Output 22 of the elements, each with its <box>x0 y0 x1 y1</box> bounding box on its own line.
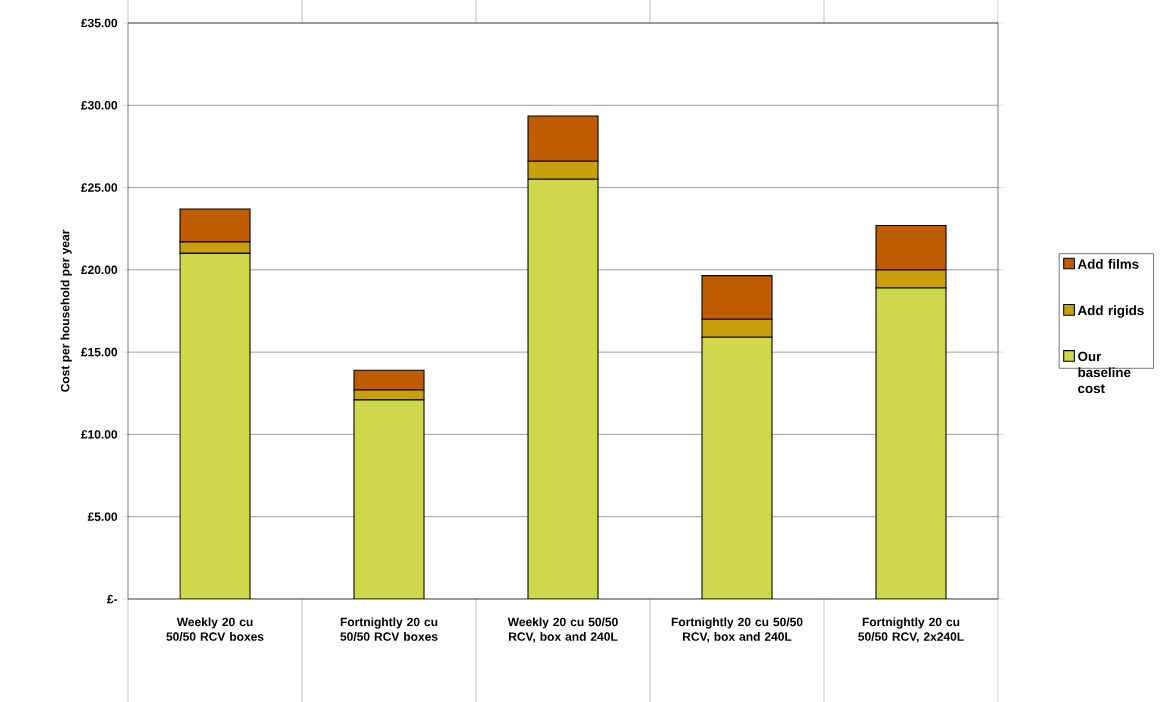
y-tick-label: £20.00 <box>81 265 118 275</box>
x-tick-label: Fortnightly 20 cu 50/50 RCV, box and 240L <box>671 617 803 643</box>
x-tick-label: Fortnightly 20 cu 50/50 RCV, 2x240L <box>858 617 964 643</box>
bar <box>353 399 425 599</box>
y-axis-title: Cost per household per year <box>60 229 72 392</box>
bar <box>527 178 599 599</box>
x-tick-label: Weekly 20 cu 50/50 RCV boxes <box>166 617 264 641</box>
y-tick-label: £10.00 <box>81 430 118 439</box>
y-tick-label: £25.00 <box>81 183 118 192</box>
legend-label: Our baseline cost <box>1078 351 1131 394</box>
x-tick-label: Weekly 20 cu 50/50 RCV, box and 240L <box>507 617 618 643</box>
y-tick-label: £35.00 <box>81 18 118 28</box>
bar <box>701 336 773 599</box>
x-tick-label: Fortnightly 20 cu 50/50 RCV boxes <box>340 617 438 641</box>
legend-label: Add films <box>1077 259 1139 269</box>
legend-label: Add rigids <box>1077 305 1144 318</box>
y-tick-label: £5.00 <box>87 512 118 521</box>
y-tick-label: £- <box>107 594 118 604</box>
y-tick-label: £30.00 <box>81 101 118 110</box>
y-tick-label: £15.00 <box>81 347 118 357</box>
bar <box>875 287 947 599</box>
bar <box>179 252 251 599</box>
